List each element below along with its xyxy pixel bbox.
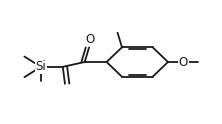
Text: O: O (179, 56, 188, 68)
Text: Si: Si (36, 60, 46, 73)
Text: O: O (85, 33, 95, 46)
